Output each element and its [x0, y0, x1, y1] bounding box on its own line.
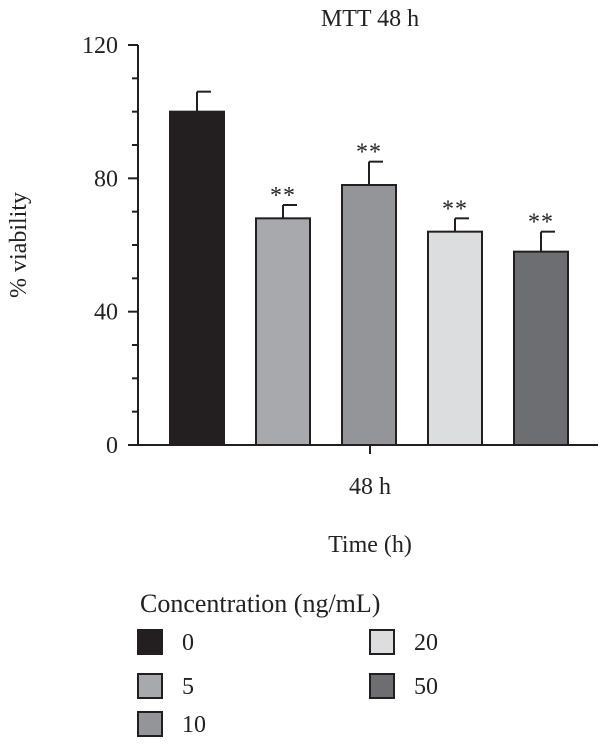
bar-50 [513, 250, 569, 446]
y-tick-label: 40 [94, 300, 118, 326]
bar-0 [169, 110, 225, 447]
bar-20 [427, 230, 483, 446]
y-tick-label: 80 [94, 166, 118, 192]
significance-50: ** [528, 210, 554, 236]
bars: ** ** ** ** [169, 90, 569, 447]
legend-title: Concentration (ng/mL) [140, 589, 380, 618]
bar-5 [255, 217, 311, 446]
chart-title: MTT 48 h [321, 6, 419, 32]
legend-swatch-50 [369, 673, 395, 699]
legend-swatch-0 [137, 629, 163, 655]
significance-5: ** [270, 183, 296, 209]
significance-10: ** [356, 140, 382, 166]
x-tick-label: 48 h [349, 474, 391, 500]
legend-swatch-20 [369, 629, 395, 655]
bar-10 [341, 184, 397, 446]
y-tick-label: 120 [82, 33, 118, 59]
legend-label-5: 5 [182, 674, 194, 700]
y-axis-label: % viability [6, 192, 32, 298]
legend-swatch-5 [137, 673, 163, 699]
x-axis-label: Time (h) [328, 532, 412, 558]
legend: 0 5 10 20 50 [137, 629, 438, 738]
legend-swatch-10 [137, 711, 163, 737]
y-tick-label: 0 [106, 433, 118, 459]
y-ticks: 0 40 80 120 [82, 33, 138, 459]
legend-label-10: 10 [182, 712, 206, 738]
legend-label-20: 20 [414, 630, 438, 656]
legend-label-50: 50 [414, 674, 438, 700]
legend-label-0: 0 [182, 630, 194, 656]
significance-20: ** [442, 196, 468, 222]
